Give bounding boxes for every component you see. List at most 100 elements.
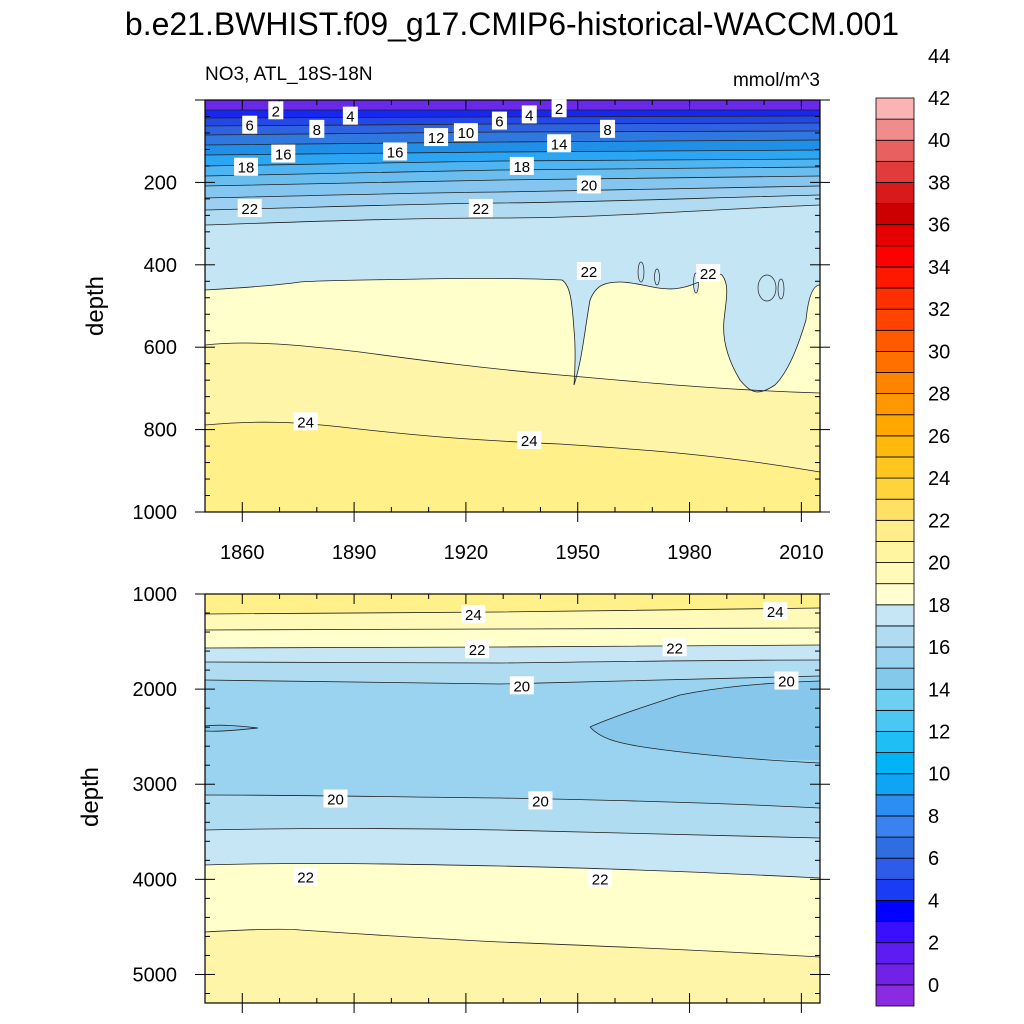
contour-label: 22 xyxy=(468,198,493,218)
contour-label-text: 22 xyxy=(581,264,598,281)
units-label: mmol/m^3 xyxy=(732,70,820,91)
x-tick-label: 1980 xyxy=(667,542,712,564)
colorbar-swatch xyxy=(875,182,915,204)
colorbar-label: 40 xyxy=(928,130,950,152)
colorbar-swatch xyxy=(875,625,915,648)
y-tick-label: 400 xyxy=(144,255,177,277)
contour-label-bg xyxy=(465,640,490,659)
colorbar-label: 26 xyxy=(928,426,950,448)
blob-1 xyxy=(637,261,645,283)
colorbar-swatch xyxy=(875,773,915,796)
colorbar-swatch xyxy=(875,498,915,521)
colorbar-label: 14 xyxy=(928,679,950,701)
colorbar-swatch xyxy=(875,604,915,627)
colorbar-swatch xyxy=(875,794,915,817)
bottom-plot-frame xyxy=(204,593,821,1004)
contour-label-text: 4 xyxy=(346,109,354,126)
contour-label-bg xyxy=(763,602,788,621)
band-bottom-upper-24 xyxy=(205,594,820,614)
contour-label-text: 18 xyxy=(513,159,530,176)
colorbar-swatch xyxy=(875,118,915,141)
bottom-contour-lines xyxy=(205,607,820,958)
contour-label-bg xyxy=(547,134,572,153)
contour-label-text: 22 xyxy=(469,642,486,659)
colorbar-swatch xyxy=(875,329,915,352)
colorbar-swatch xyxy=(875,456,915,479)
y-tick-label: 1000 xyxy=(133,584,178,606)
contour-label-bg xyxy=(468,198,493,217)
colorbar-swatch xyxy=(875,266,915,289)
colorbar-swatch xyxy=(875,857,915,880)
contour-label: 4 xyxy=(521,105,537,124)
x-tick-label: 1920 xyxy=(444,542,489,564)
contour-label: 24 xyxy=(461,604,486,624)
contour-label-bg xyxy=(528,791,553,810)
contour-label-bg xyxy=(237,198,262,217)
contour-label-bg xyxy=(774,671,799,690)
contour-label-bg xyxy=(268,101,284,120)
colorbar-label: 6 xyxy=(928,848,939,870)
contour-label-bg xyxy=(662,638,687,657)
colorbar-label: 28 xyxy=(928,384,950,406)
contour-label: 10 xyxy=(453,123,478,142)
contour-label: 20 xyxy=(323,789,348,809)
bottom-axis-ticks: 1000 2000 3000 4000 5000 xyxy=(133,584,830,1013)
contour-label-bg xyxy=(461,604,486,623)
contour-label-bg xyxy=(342,106,358,125)
top-contour-fills xyxy=(205,100,820,512)
colorbar-label: 32 xyxy=(928,299,950,321)
contour-label-bg xyxy=(509,676,534,695)
contour-label: 22 xyxy=(576,261,601,281)
contour-label: 6 xyxy=(242,115,258,135)
x-tick-label: 1950 xyxy=(555,542,600,564)
colorbar-swatch xyxy=(875,287,915,310)
y-tick-label: 1000 xyxy=(133,502,178,524)
figure-title: b.e21.BWHIST.f09_g17.CMIP6-historical-WA… xyxy=(124,6,900,42)
colorbar-label: 18 xyxy=(928,595,950,617)
contour-label-text: 22 xyxy=(241,201,258,218)
contour-label-bg xyxy=(242,115,258,134)
contour-label-text: 22 xyxy=(297,869,314,886)
contour-label-text: 2 xyxy=(272,103,280,120)
core-18-19 xyxy=(590,681,820,760)
colorbar-label: 16 xyxy=(928,637,950,659)
colorbar-label: 38 xyxy=(928,172,950,194)
contour-label-bg xyxy=(588,869,613,888)
contour-label: 12 xyxy=(424,128,449,147)
blob-2 xyxy=(654,268,660,286)
contour-label-bg xyxy=(600,119,616,138)
contour-label-text: 22 xyxy=(472,201,489,218)
colorbar-swatch xyxy=(875,984,915,1007)
colorbar-swatch xyxy=(875,836,915,859)
top-plot-frame xyxy=(204,99,821,513)
colorbar-swatch xyxy=(875,372,915,395)
contour-label-text: 6 xyxy=(495,114,503,131)
colorbar-swatch xyxy=(875,583,915,606)
band-0-2 xyxy=(205,100,820,110)
colorbar-swatch xyxy=(875,160,915,183)
contour-label: 6 xyxy=(491,111,507,131)
contour-label: 24 xyxy=(293,412,318,431)
colorbar-swatch xyxy=(875,350,915,373)
colorbar-swatch xyxy=(875,203,915,226)
contour-label-text: 14 xyxy=(551,136,568,153)
colorbar-label: 0 xyxy=(928,975,939,997)
colorbar-label: 20 xyxy=(928,553,950,575)
colorbar-swatch xyxy=(875,815,915,838)
contour-label-text: 24 xyxy=(767,604,784,621)
contour-label: 24 xyxy=(517,430,542,450)
x-tick-label: 2010 xyxy=(779,542,824,564)
bottom-contour-labels: 24 24 22 22 20 20 20 20 22 22 xyxy=(293,602,799,888)
colorbar-swatch xyxy=(875,562,915,585)
colorbar-swatch xyxy=(875,942,915,965)
colorbar-swatch xyxy=(875,414,915,437)
colorbar-label: 34 xyxy=(928,257,950,279)
colorbar-swatch xyxy=(875,541,915,563)
contour-label: 22 xyxy=(465,640,490,659)
contour-label-text: 20 xyxy=(327,792,344,809)
contour-label: 18 xyxy=(509,156,534,176)
contour-label-bg xyxy=(424,128,449,147)
colorbar-label: 30 xyxy=(928,341,950,363)
colorbar-swatch xyxy=(875,963,915,986)
